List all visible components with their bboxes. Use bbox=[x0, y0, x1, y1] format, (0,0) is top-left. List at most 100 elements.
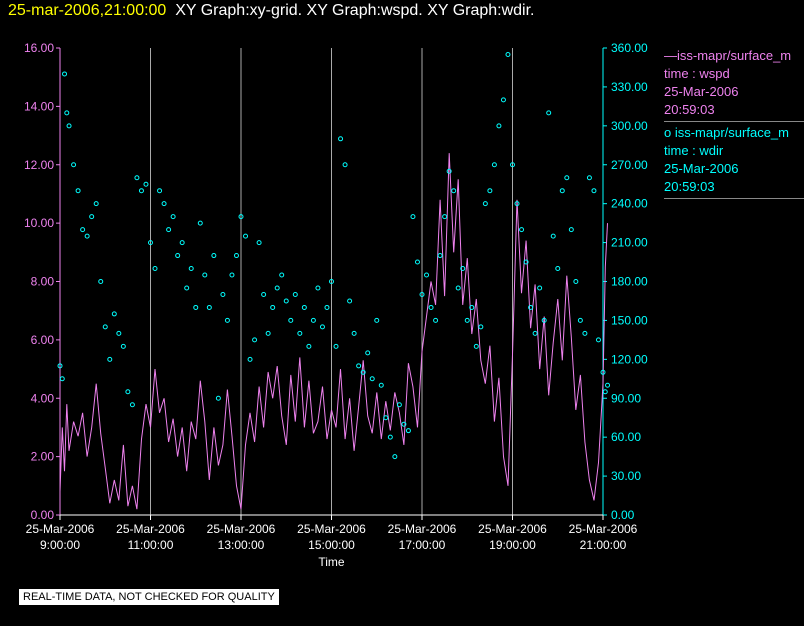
wdir-point bbox=[342, 162, 348, 168]
left-tick-label: 8.00 bbox=[31, 275, 55, 289]
wdir-point bbox=[288, 317, 294, 323]
x-tick-date: 25-Mar-2006 bbox=[26, 522, 95, 536]
wdir-point bbox=[233, 253, 239, 259]
wdir-point bbox=[129, 402, 135, 408]
wdir-point bbox=[528, 304, 534, 310]
wdir-point bbox=[62, 71, 68, 77]
wdir-point bbox=[532, 330, 538, 336]
wdir-point bbox=[220, 291, 226, 297]
wdir-point bbox=[98, 279, 104, 284]
wdir-point bbox=[93, 201, 99, 207]
left-tick-label: 14.00 bbox=[24, 99, 54, 113]
wdir-point bbox=[602, 389, 608, 395]
left-tick-label: 10.00 bbox=[24, 216, 54, 230]
wdir-point bbox=[71, 162, 77, 168]
wdir-point bbox=[546, 110, 552, 116]
wdir-point bbox=[405, 428, 411, 434]
wdir-point bbox=[564, 175, 570, 181]
wdir-point bbox=[211, 253, 217, 259]
wdir-point bbox=[383, 415, 389, 421]
left-tick-label: 4.00 bbox=[31, 391, 55, 405]
wdir-point bbox=[410, 214, 416, 220]
wdir-point bbox=[111, 311, 117, 317]
x-tick-time: 21:00:00 bbox=[580, 538, 627, 552]
wdir-point bbox=[148, 240, 153, 246]
x-tick-time: 11:00:00 bbox=[128, 538, 174, 552]
left-tick-label: 6.00 bbox=[31, 333, 55, 347]
quality-notice: REAL-TIME DATA, NOT CHECKED FOR QUALITY bbox=[19, 589, 279, 605]
x-axis-label: Time bbox=[318, 555, 345, 569]
wdir-point bbox=[193, 304, 199, 310]
wdir-point bbox=[188, 266, 194, 272]
wdir-point bbox=[215, 395, 221, 401]
x-tick-time: 17:00:00 bbox=[399, 538, 446, 552]
wdir-point bbox=[161, 201, 167, 207]
wdir-point bbox=[455, 285, 461, 291]
wdir-point bbox=[261, 291, 267, 297]
wdir-point bbox=[387, 434, 393, 440]
wdir-point bbox=[66, 123, 72, 129]
wdir-point bbox=[84, 233, 90, 239]
right-tick-label: 360.00 bbox=[611, 41, 648, 55]
wdir-point bbox=[464, 317, 470, 323]
wdir-point bbox=[157, 188, 163, 194]
x-tick-date: 25-Mar-2006 bbox=[388, 522, 457, 536]
wdir-point bbox=[197, 220, 203, 226]
wdir-point bbox=[229, 272, 235, 278]
wdir-point bbox=[582, 330, 588, 336]
right-tick-label: 210.00 bbox=[611, 236, 648, 250]
wdir-point bbox=[433, 317, 439, 323]
right-tick-label: 60.00 bbox=[611, 430, 641, 444]
wdir-point bbox=[482, 201, 488, 207]
graph-titles: XY Graph:xy-grid. XY Graph:wspd. XY Grap… bbox=[175, 2, 535, 19]
wdir-point bbox=[523, 259, 529, 265]
wdir-point bbox=[252, 337, 258, 343]
right-tick-label: 240.00 bbox=[611, 197, 648, 211]
wdir-point bbox=[568, 227, 574, 233]
wdir-point bbox=[487, 188, 493, 194]
left-tick-label: 12.00 bbox=[24, 158, 54, 172]
wdir-point bbox=[57, 363, 63, 369]
wdir-point bbox=[595, 337, 601, 343]
wdir-point bbox=[505, 51, 511, 57]
wdir-point bbox=[202, 272, 208, 278]
left-tick-label: 16.00 bbox=[24, 41, 54, 55]
wdir-point bbox=[80, 227, 86, 233]
wdir-point bbox=[442, 214, 448, 220]
legend: —iss-mapr/surface_m time : wspd 25-Mar-2… bbox=[664, 47, 804, 201]
wdir-point bbox=[283, 298, 289, 304]
wdir-point bbox=[184, 285, 190, 291]
x-tick-time: 15:00:00 bbox=[308, 538, 355, 552]
wdir-point bbox=[166, 227, 172, 233]
wdir-point bbox=[437, 253, 443, 259]
wdir-point bbox=[206, 304, 212, 310]
left-tick-label: 2.00 bbox=[31, 450, 55, 464]
wdir-point bbox=[270, 304, 276, 310]
legend-wdir-time: 20:59:03 bbox=[664, 179, 715, 194]
wdir-point bbox=[424, 272, 430, 278]
wdir-point bbox=[460, 266, 466, 272]
wdir-point bbox=[89, 214, 95, 220]
wdir-point bbox=[310, 317, 316, 323]
wdir-point bbox=[297, 330, 303, 336]
wdir-point bbox=[555, 266, 561, 272]
x-tick-date: 25-Mar-2006 bbox=[569, 522, 638, 536]
legend-wdir-date: 25-Mar-2006 bbox=[664, 161, 739, 176]
wdir-point bbox=[605, 382, 611, 388]
x-tick-time: 19:00:00 bbox=[489, 538, 536, 552]
wdir-point bbox=[396, 402, 402, 408]
wdir-point bbox=[446, 168, 452, 174]
wdir-point bbox=[238, 214, 244, 220]
wdir-point bbox=[107, 356, 113, 362]
wdir-point bbox=[324, 304, 330, 310]
legend-wspd-source: —iss-mapr/surface_m bbox=[664, 48, 792, 63]
wdir-point bbox=[514, 201, 520, 207]
legend-entry-wspd: —iss-mapr/surface_m time : wspd 25-Mar-2… bbox=[664, 47, 804, 122]
right-tick-label: 330.00 bbox=[611, 80, 648, 94]
right-tick-label: 150.00 bbox=[611, 313, 648, 327]
x-tick-time: 9:00:00 bbox=[40, 538, 80, 552]
wdir-point bbox=[170, 214, 176, 220]
wdir-point bbox=[559, 188, 565, 194]
wdir-point bbox=[496, 123, 502, 129]
